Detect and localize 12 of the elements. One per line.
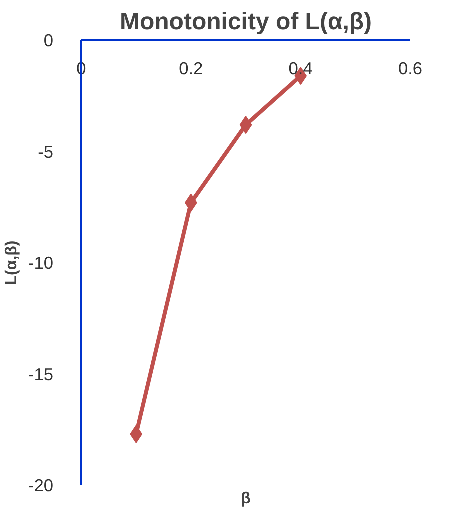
y-tick-label: -10 (28, 253, 54, 273)
y-tick-label: 0 (44, 30, 54, 50)
x-tick-label: 0.6 (398, 58, 423, 78)
y-tick-label: -20 (28, 476, 54, 496)
x-axis-title: β (241, 490, 252, 508)
x-tick-label: 0.2 (179, 58, 204, 78)
chart-title: Monotonicity of L(α,β) (120, 8, 372, 36)
y-tick-label: -15 (28, 364, 54, 384)
x-tick-label: 0.4 (288, 58, 314, 78)
y-tick-label: -5 (38, 142, 54, 162)
y-axis-title: L(α,β) (3, 240, 20, 286)
point (240, 116, 252, 134)
